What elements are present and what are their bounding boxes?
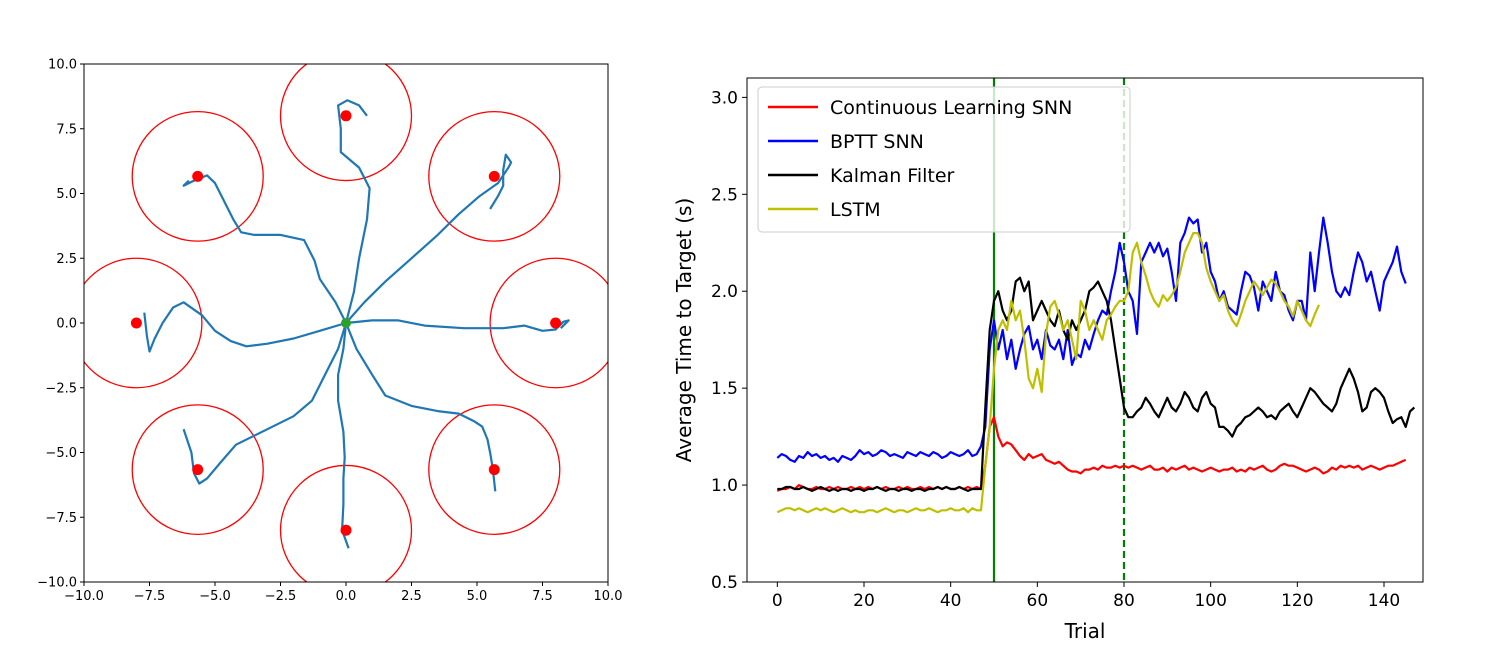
target-dot-1 bbox=[488, 170, 500, 182]
trajectory-2 bbox=[345, 319, 570, 332]
target-dot-4 bbox=[340, 524, 352, 536]
left-x-tick-label: 10.0 bbox=[594, 589, 623, 604]
series-line-1 bbox=[776, 216, 1407, 463]
legend-label-kalman-filter: Kalman Filter bbox=[830, 165, 955, 187]
y-axis-label: Average Time to Target (s) bbox=[672, 198, 696, 462]
left-y-tick-label: 7.5 bbox=[56, 122, 77, 137]
left-x-tick-label: 7.5 bbox=[532, 589, 553, 604]
right-x-tick-label: 120 bbox=[1281, 591, 1313, 611]
right-x-tick-label: 20 bbox=[853, 591, 875, 611]
left-y-axis-ticks: −10.0 −7.5 −5.0 −2.5 0.0 2.5 5.0 7.5 10.0 bbox=[37, 58, 84, 591]
reach-trajectory-plot: −10.0 −7.5 −5.0 −2.5 0.0 2.5 5.0 7.5 10.0 −10.0−… bbox=[37, 58, 622, 605]
target-circle-0 bbox=[279, 64, 413, 182]
series-line-2 bbox=[777, 276, 1416, 492]
target-dot-6 bbox=[130, 317, 142, 329]
trajectory-0 bbox=[337, 99, 371, 324]
left-y-tick-label: −10.0 bbox=[37, 576, 77, 591]
legend-label-bptt-snn: BPTT SNN bbox=[830, 131, 924, 153]
target-circle-5 bbox=[131, 404, 264, 535]
legend: Continuous Learning SNN BPTT SNN Kalman … bbox=[757, 86, 1131, 233]
right-y-tick-label: 1.0 bbox=[711, 476, 738, 496]
target-dots bbox=[130, 110, 562, 536]
target-circle-1 bbox=[428, 111, 561, 242]
series-line-3 bbox=[776, 232, 1321, 514]
right-y-tick-label: 2.0 bbox=[711, 282, 738, 302]
left-x-axis-ticks: −10.0 −7.5 −5.0 −2.5 0.0 2.5 5.0 7.5 10.0 bbox=[64, 582, 622, 604]
time-to-target-plot: 0 20 40 60 80 100 120 140 0.5 1.0 1.5 2.0 2.5 3.0 Tr… bbox=[672, 77, 1424, 643]
right-x-tick-label: 40 bbox=[940, 591, 962, 611]
trajectory-3 bbox=[344, 322, 497, 492]
origin-dot bbox=[341, 318, 351, 328]
trajectory-1 bbox=[345, 153, 513, 324]
series-lines bbox=[776, 216, 1416, 514]
left-y-tick-label: 10.0 bbox=[48, 58, 77, 73]
target-dot-7 bbox=[192, 170, 204, 182]
trajectory-4 bbox=[337, 322, 350, 549]
trajectory-6 bbox=[143, 301, 347, 353]
target-circle-3 bbox=[428, 404, 561, 535]
right-x-tick-label: 100 bbox=[1194, 591, 1226, 611]
target-circle-2 bbox=[489, 257, 608, 389]
left-x-tick-label: −10.0 bbox=[64, 589, 104, 604]
left-y-tick-label: 2.5 bbox=[56, 252, 77, 267]
left-y-tick-label: 5.0 bbox=[56, 187, 77, 202]
right-y-tick-label: 2.5 bbox=[711, 185, 738, 205]
target-circle-4 bbox=[279, 464, 413, 582]
legend-label-continuous-snn: Continuous Learning SNN bbox=[830, 97, 1072, 119]
target-dot-5 bbox=[192, 464, 204, 476]
x-axis-label: Trial bbox=[1064, 619, 1106, 643]
legend-box bbox=[757, 86, 1131, 233]
left-y-tick-label: −5.0 bbox=[45, 446, 77, 461]
right-x-tick-label: 140 bbox=[1368, 591, 1400, 611]
left-x-tick-label: −2.5 bbox=[265, 589, 297, 604]
left-y-tick-label: −7.5 bbox=[45, 511, 77, 526]
left-x-tick-label: 2.5 bbox=[401, 589, 422, 604]
left-x-tick-label: 5.0 bbox=[467, 589, 488, 604]
right-x-tick-label: 0 bbox=[772, 591, 783, 611]
left-x-tick-label: −7.5 bbox=[134, 589, 166, 604]
right-y-tick-label: 3.0 bbox=[711, 88, 738, 108]
right-x-tick-label: 60 bbox=[1027, 591, 1049, 611]
left-y-tick-label: 0.0 bbox=[56, 317, 77, 332]
right-y-tick-label: 1.5 bbox=[711, 379, 738, 399]
target-circle-7 bbox=[131, 111, 264, 242]
target-dot-3 bbox=[488, 464, 500, 476]
legend-label-lstm: LSTM bbox=[830, 199, 881, 221]
target-dot-0 bbox=[340, 110, 352, 122]
target-circles bbox=[84, 64, 608, 582]
left-y-tick-label: −2.5 bbox=[45, 381, 77, 396]
right-plot-frame bbox=[746, 77, 1424, 583]
right-y-tick-label: 0.5 bbox=[711, 573, 738, 593]
right-x-axis-ticks: 0 20 40 60 80 100 120 140 bbox=[772, 582, 1400, 611]
left-x-tick-label: 0.0 bbox=[336, 589, 357, 604]
target-circle-6 bbox=[84, 257, 203, 389]
target-dot-2 bbox=[550, 317, 562, 329]
right-x-tick-label: 80 bbox=[1113, 591, 1135, 611]
right-y-axis-ticks: 0.5 1.0 1.5 2.0 2.5 3.0 bbox=[711, 88, 747, 593]
left-x-tick-label: −5.0 bbox=[199, 589, 231, 604]
